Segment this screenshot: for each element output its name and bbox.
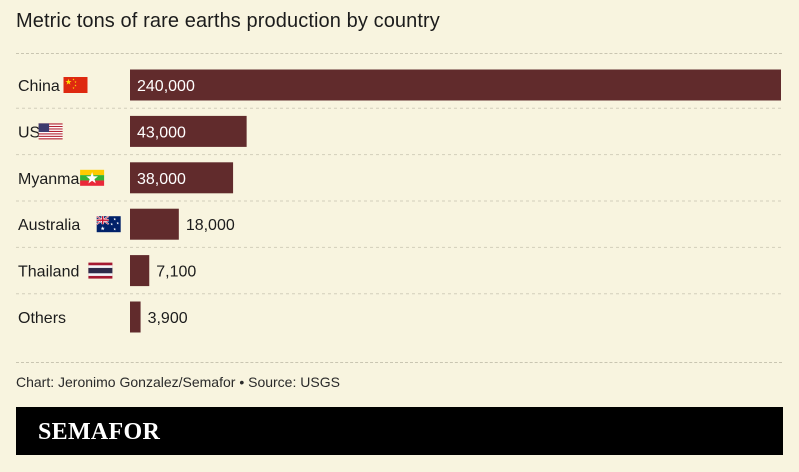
bar-thailand xyxy=(130,255,150,287)
bar-row-china: China 240,000 xyxy=(18,69,781,101)
myanmar-flag-icon xyxy=(80,169,105,186)
australia-flag-icon xyxy=(96,215,121,233)
value-label-australia: 18,000 xyxy=(186,217,235,234)
bar-row-australia: Australia 18,000 xyxy=(18,208,235,240)
bar-china xyxy=(130,69,781,101)
value-label-myanmar: 38,000 xyxy=(137,171,186,188)
brand-bar: SEMAFOR xyxy=(16,407,783,455)
divider-top xyxy=(16,53,782,54)
source-note: Chart: Jeronimo Gonzalez/Semafor • Sourc… xyxy=(16,374,340,390)
bar-row-myanmar: Myanmar 38,000 xyxy=(18,162,234,194)
bar-row-others: Others 3,900 xyxy=(18,301,188,333)
thailand-flag-icon xyxy=(88,262,113,279)
brand-logo: SEMAFOR xyxy=(38,419,161,445)
bar-australia xyxy=(130,208,179,240)
bar-chart: China 240,000 US 43,000 Myanmar 38,000 Austral… xyxy=(16,69,782,333)
bar-row-us: US 43,000 xyxy=(18,115,247,147)
category-label-china: China xyxy=(18,78,60,95)
value-label-thailand: 7,100 xyxy=(156,264,196,281)
chart-title: Metric tons of rare earths production by… xyxy=(16,10,440,32)
bar-myanmar xyxy=(130,162,234,194)
category-label-thailand: Thailand xyxy=(18,264,79,281)
china-flag-icon xyxy=(63,77,88,93)
category-label-myanmar: Myanmar xyxy=(18,171,85,188)
category-label-australia: Australia xyxy=(18,217,80,234)
category-label-us: US xyxy=(18,124,40,141)
value-label-others: 3,900 xyxy=(148,310,188,327)
category-label-others: Others xyxy=(18,310,66,327)
divider-bottom xyxy=(16,362,782,363)
bar-us xyxy=(130,115,247,147)
us-flag-icon xyxy=(38,123,63,140)
bar-others xyxy=(130,301,141,333)
value-label-us: 43,000 xyxy=(137,124,186,141)
bar-row-thailand: Thailand 7,100 xyxy=(18,255,196,287)
value-label-china: 240,000 xyxy=(137,78,195,95)
